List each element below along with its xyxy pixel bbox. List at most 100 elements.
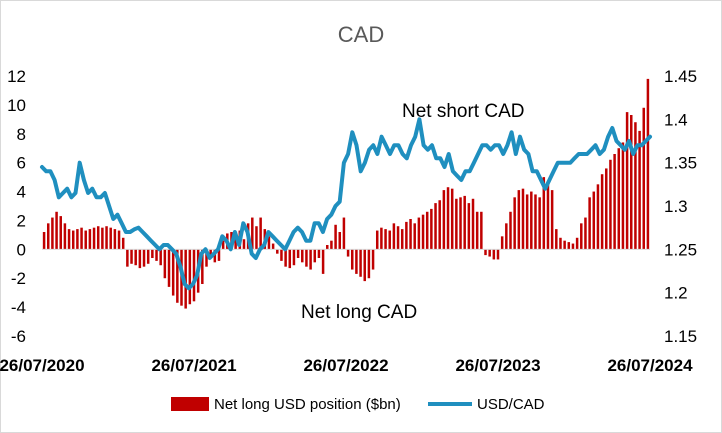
bar [330, 240, 333, 250]
bar [596, 184, 600, 250]
bar [517, 190, 521, 250]
bar [521, 188, 525, 250]
bar [155, 249, 158, 261]
bar [167, 249, 171, 287]
bar [413, 223, 416, 250]
bar [92, 227, 96, 250]
bar [101, 227, 104, 250]
y-right-tick-label: 1.45 [664, 67, 697, 86]
bar [55, 211, 58, 250]
annotation-net-long: Net long CAD [301, 302, 417, 323]
x-axis-ticks: 26/07/2020 26/07/2021 26/07/2022 26/07/2… [0, 356, 693, 375]
bar [105, 226, 108, 250]
y-left-tick-label: 2 [17, 211, 26, 230]
bar [371, 249, 375, 270]
bar [425, 211, 429, 250]
bar [67, 229, 71, 250]
bar [142, 249, 146, 267]
bar [463, 195, 466, 250]
bar [255, 226, 258, 250]
bar [534, 194, 537, 250]
bar [176, 249, 179, 303]
legend-swatch-bars [171, 397, 209, 411]
bar [296, 249, 300, 258]
bar [59, 216, 62, 250]
bar [538, 197, 541, 250]
bar [46, 223, 50, 250]
bar [251, 217, 254, 250]
bar [288, 249, 292, 269]
bar [209, 249, 212, 258]
chart-title: CAD [338, 22, 384, 47]
y-left-tick-label: 4 [17, 183, 26, 202]
y-left-tick-label: -6 [11, 327, 26, 346]
bar [600, 174, 604, 250]
bar [284, 249, 287, 267]
bar-series [42, 78, 650, 309]
bar [217, 249, 221, 261]
y-left-tick-label: -2 [11, 269, 26, 288]
x-tick-label: 26/07/2021 [151, 356, 236, 375]
bar [305, 249, 308, 267]
bar [213, 249, 217, 263]
bar [496, 249, 500, 260]
bar [480, 211, 483, 250]
bar [434, 203, 437, 250]
bar [446, 187, 450, 250]
bar [130, 249, 133, 264]
y-left-tick-label: 0 [17, 240, 26, 259]
bar [609, 159, 612, 250]
bar [505, 223, 508, 250]
x-tick-label: 26/07/2023 [455, 356, 540, 375]
bar [450, 188, 454, 250]
bar [430, 208, 433, 250]
bar [134, 249, 137, 266]
bar [109, 227, 112, 250]
bar [630, 115, 633, 250]
bar [513, 197, 516, 250]
bar [259, 217, 262, 250]
bar [117, 230, 121, 250]
bar [634, 122, 637, 250]
bar [471, 198, 475, 250]
bar [550, 190, 554, 250]
bar [392, 223, 396, 250]
bar [584, 217, 587, 250]
bar [530, 191, 533, 250]
usdcad-line [40, 117, 652, 291]
bar [88, 229, 92, 250]
bar [146, 249, 150, 264]
bar [509, 211, 512, 250]
bar [405, 221, 408, 250]
bar [234, 237, 237, 250]
bar [580, 223, 583, 250]
y-right-tick-label: 1.35 [664, 154, 697, 173]
bar [326, 245, 329, 250]
bar [575, 237, 579, 250]
y-left-tick-label: 8 [17, 125, 26, 144]
y-right-tick-label: 1.15 [664, 327, 697, 346]
bar [84, 230, 87, 250]
bar [184, 249, 187, 309]
bar [96, 226, 100, 250]
right-axis-ticks: 1.45 1.4 1.35 1.3 1.25 1.2 1.15 [664, 67, 697, 346]
bar [205, 249, 208, 267]
bar [76, 229, 79, 250]
bar [592, 191, 596, 250]
bar [159, 249, 162, 266]
bar [546, 182, 550, 250]
bar [438, 200, 441, 250]
bar [71, 230, 75, 250]
bar [467, 203, 471, 250]
bar [525, 194, 529, 250]
bar [221, 240, 225, 250]
bar [492, 249, 496, 260]
bar [488, 249, 491, 257]
left-axis-ticks: 12 10 8 6 4 2 0 -2 -4 -6 [7, 67, 26, 346]
bar [113, 229, 117, 250]
x-tick-label: 26/07/2020 [0, 356, 85, 375]
bar [613, 154, 616, 250]
bar [542, 177, 546, 250]
bar [292, 249, 296, 266]
bar [317, 249, 321, 258]
